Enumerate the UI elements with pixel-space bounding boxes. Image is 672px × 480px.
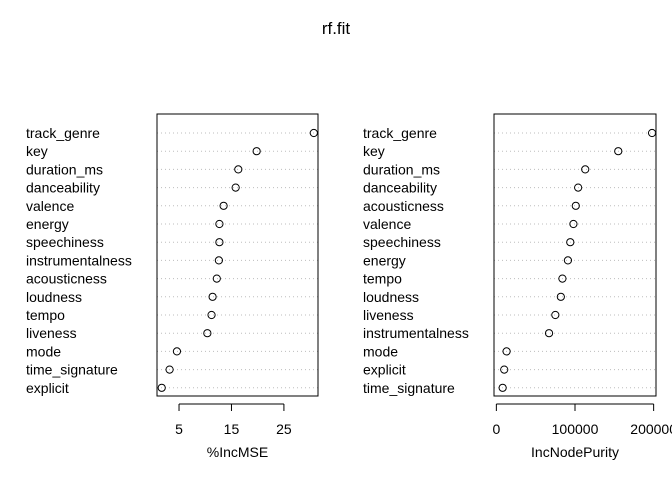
category-label: loudness [26,289,82,305]
category-label: acousticness [363,198,444,214]
data-point [165,365,174,374]
category-label: valence [26,198,74,214]
category-label: energy [363,252,406,268]
category-label: loudness [363,289,419,305]
data-point [569,219,578,229]
category-label: duration_ms [26,161,103,177]
data-point [157,383,166,392]
x-tick-label: 0 [492,421,500,437]
category-label: time_signature [363,380,455,396]
data-point [172,347,182,356]
x-tick-label: 15 [224,421,240,437]
chart-title: rf.fit [322,19,351,38]
category-label: tempo [26,307,65,323]
data-point [215,219,224,229]
category-label: time_signature [26,362,118,378]
data-point [214,256,223,265]
data-point [207,310,216,320]
data-point [614,147,623,156]
category-label: liveness [363,307,414,323]
category-label: track_genre [363,125,437,141]
data-point [215,238,224,247]
data-point [500,365,509,374]
category-label: mode [26,343,61,359]
data-point [219,201,228,210]
data-point [544,329,554,338]
plot-frame [156,113,319,397]
x-tick-label: 200000 [630,421,672,437]
category-label: explicit [363,362,406,378]
category-label: valence [363,216,411,232]
data-point [502,347,511,356]
category-label: track_genre [26,125,100,141]
data-point [498,383,507,392]
x-tick-label: 100000 [552,421,599,437]
data-point [571,201,580,210]
plot-frame [493,113,657,397]
data-point [234,165,243,174]
category-label: danceability [26,180,100,196]
category-label: instrumentalness [363,325,469,341]
x-tick-label: 5 [175,421,183,437]
category-label: acousticness [26,271,107,287]
x-tick-label: 25 [276,421,292,437]
data-point [574,183,583,192]
data-point [212,274,221,283]
x-axis-label: IncNodePurity [531,444,619,460]
category-label: tempo [363,271,402,287]
data-point [551,310,560,320]
category-label: mode [363,343,398,359]
data-point [566,238,575,247]
category-label: energy [26,216,69,232]
x-axis-label: %IncMSE [207,444,268,460]
category-label: key [26,143,48,159]
data-point [556,292,565,301]
data-point [252,147,261,156]
data-point [563,256,573,265]
category-label: instrumentalness [26,252,132,268]
category-label: duration_ms [363,161,440,177]
data-point [309,128,318,138]
category-label: speechiness [363,234,441,250]
data-point [231,183,240,192]
category-label: danceability [363,180,437,196]
category-label: liveness [26,325,77,341]
data-point [208,292,217,301]
category-label: explicit [26,380,69,396]
data-point [581,165,590,174]
category-label: speechiness [26,234,104,250]
data-point [558,274,567,283]
data-point [203,329,212,338]
category-label: key [363,143,385,159]
